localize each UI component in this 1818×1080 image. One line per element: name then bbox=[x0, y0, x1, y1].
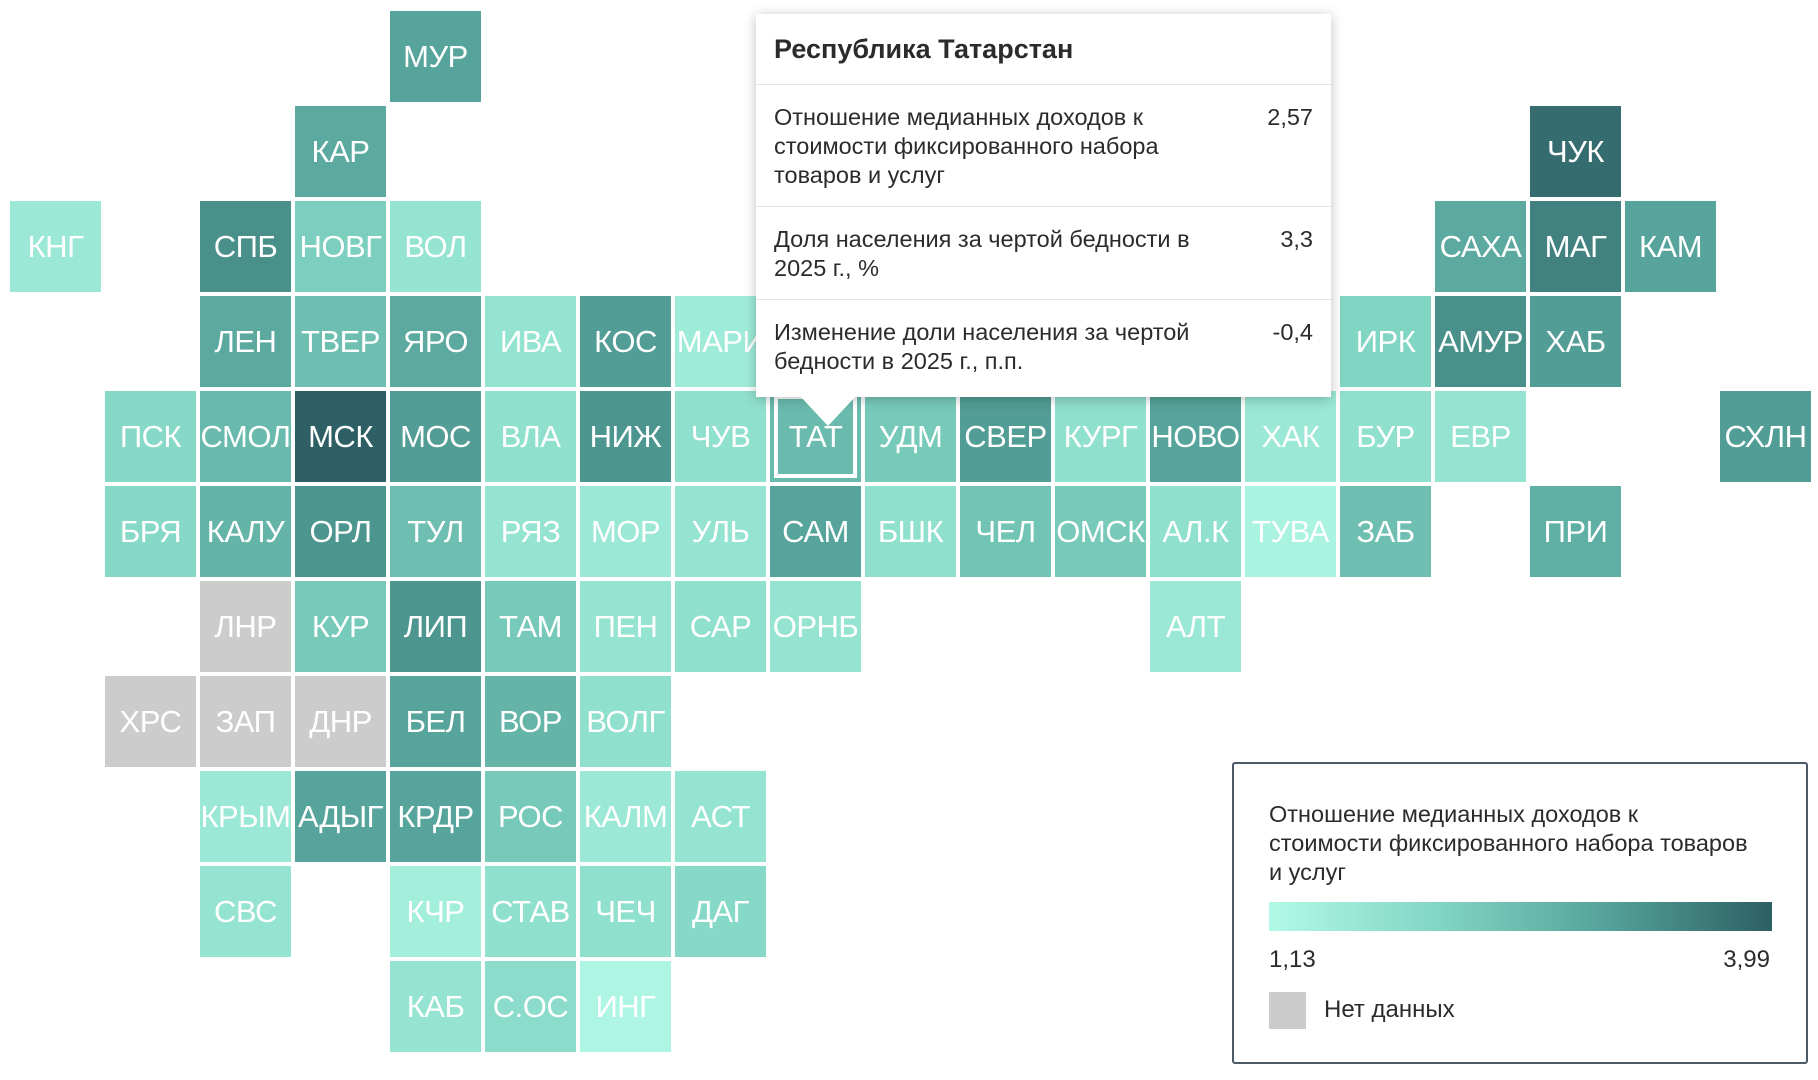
region-tile-ПРИ[interactable]: ПРИ bbox=[1530, 486, 1621, 577]
region-tile-ВОЛГ[interactable]: ВОЛГ bbox=[580, 676, 671, 767]
region-tile-УДМ[interactable]: УДМ bbox=[865, 391, 956, 482]
region-tile-ДНР[interactable]: ДНР bbox=[295, 676, 386, 767]
region-tile-ИВА[interactable]: ИВА bbox=[485, 296, 576, 387]
region-tile-ЛИП[interactable]: ЛИП bbox=[390, 581, 481, 672]
region-tile-САХА[interactable]: САХА bbox=[1435, 201, 1526, 292]
region-tile-МАГ[interactable]: МАГ bbox=[1530, 201, 1621, 292]
region-tile-ИРК[interactable]: ИРК bbox=[1340, 296, 1431, 387]
legend-title: Отношение медианных доходов к стоимости … bbox=[1269, 801, 1748, 885]
region-tile-ХАК[interactable]: ХАК bbox=[1245, 391, 1336, 482]
tooltip-row-income-ratio: Отношение медианных доходов к стоимости … bbox=[756, 85, 1331, 207]
region-tile-САМ[interactable]: САМ bbox=[770, 486, 861, 577]
legend-min-label: 1,13 bbox=[1269, 946, 1316, 973]
tooltip-row-label: Отношение медианных доходов к стоимости … bbox=[774, 104, 1159, 188]
region-tile-ЛЕН[interactable]: ЛЕН bbox=[200, 296, 291, 387]
region-tile-КАР[interactable]: КАР bbox=[295, 106, 386, 197]
region-tile-ТАМ[interactable]: ТАМ bbox=[485, 581, 576, 672]
region-tile-УЛЬ[interactable]: УЛЬ bbox=[675, 486, 766, 577]
region-tile-ТВЕР[interactable]: ТВЕР bbox=[295, 296, 386, 387]
region-tile-АМУР[interactable]: АМУР bbox=[1435, 296, 1526, 387]
region-tile-ДАГ[interactable]: ДАГ bbox=[675, 866, 766, 957]
region-tile-КОС[interactable]: КОС bbox=[580, 296, 671, 387]
region-tile-КАМ[interactable]: КАМ bbox=[1625, 201, 1716, 292]
region-tile-КРДР[interactable]: КРДР bbox=[390, 771, 481, 862]
region-tile-ВОЛ[interactable]: ВОЛ bbox=[390, 201, 481, 292]
region-tile-ХАБ[interactable]: ХАБ bbox=[1530, 296, 1621, 387]
region-tile-НОВО[interactable]: НОВО bbox=[1150, 391, 1241, 482]
tooltip-row-poverty-share: Доля населения за чертой бедности в 2025… bbox=[756, 207, 1331, 300]
region-tile-С.ОС[interactable]: С.ОС bbox=[485, 961, 576, 1052]
region-tile-АДЫГ[interactable]: АДЫГ bbox=[295, 771, 386, 862]
region-tile-БШК[interactable]: БШК bbox=[865, 486, 956, 577]
tooltip-row-value: 3,3 bbox=[1280, 226, 1313, 252]
region-tile-АЛТ[interactable]: АЛТ bbox=[1150, 581, 1241, 672]
region-tile-НИЖ[interactable]: НИЖ bbox=[580, 391, 671, 482]
region-tile-ПСК[interactable]: ПСК bbox=[105, 391, 196, 482]
region-tile-МУР[interactable]: МУР bbox=[390, 11, 481, 102]
region-tile-РЯЗ[interactable]: РЯЗ bbox=[485, 486, 576, 577]
region-tile-БУР[interactable]: БУР bbox=[1340, 391, 1431, 482]
region-tile-МОС[interactable]: МОС bbox=[390, 391, 481, 482]
region-tile-ЧУК[interactable]: ЧУК bbox=[1530, 106, 1621, 197]
legend-color-scale bbox=[1269, 902, 1772, 931]
legend-max-label: 3,99 bbox=[1723, 946, 1770, 973]
region-tile-СХЛН[interactable]: СХЛН bbox=[1720, 391, 1811, 482]
region-tile-МСК[interactable]: МСК bbox=[295, 391, 386, 482]
region-tile-ОМСК[interactable]: ОМСК bbox=[1055, 486, 1146, 577]
tooltip-row-label: Изменение доли населения за чертой бедно… bbox=[774, 319, 1190, 374]
region-tile-СПБ[interactable]: СПБ bbox=[200, 201, 291, 292]
region-tile-ЧУВ[interactable]: ЧУВ bbox=[675, 391, 766, 482]
region-tile-РОС[interactable]: РОС bbox=[485, 771, 576, 862]
region-tile-ЛНР[interactable]: ЛНР bbox=[200, 581, 291, 672]
region-tile-ОРЛ[interactable]: ОРЛ bbox=[295, 486, 386, 577]
region-tile-КАЛМ[interactable]: КАЛМ bbox=[580, 771, 671, 862]
region-tile-АЛ.К[interactable]: АЛ.К bbox=[1150, 486, 1241, 577]
region-tile-ЧЕЛ[interactable]: ЧЕЛ bbox=[960, 486, 1051, 577]
region-tile-КУРГ[interactable]: КУРГ bbox=[1055, 391, 1146, 482]
region-tile-БРЯ[interactable]: БРЯ bbox=[105, 486, 196, 577]
region-tile-СТАВ[interactable]: СТАВ bbox=[485, 866, 576, 957]
tooltip-title: Республика Татарстан bbox=[756, 14, 1331, 85]
tooltip-row-value: 2,57 bbox=[1267, 104, 1313, 130]
region-tile-КУР[interactable]: КУР bbox=[295, 581, 386, 672]
region-tile-ТУЛ[interactable]: ТУЛ bbox=[390, 486, 481, 577]
region-tile-КАЛУ[interactable]: КАЛУ bbox=[200, 486, 291, 577]
region-tile-ПЕН[interactable]: ПЕН bbox=[580, 581, 671, 672]
region-tile-КРЫМ[interactable]: КРЫМ bbox=[200, 771, 291, 862]
region-tile-МАРИ[interactable]: МАРИ bbox=[675, 296, 766, 387]
region-tooltip: Республика Татарстан Отношение медианных… bbox=[756, 14, 1331, 397]
legend-no-data-label: Нет данных bbox=[1324, 996, 1455, 1023]
tooltip-pointer bbox=[800, 396, 856, 426]
region-tile-ВОР[interactable]: ВОР bbox=[485, 676, 576, 767]
region-tile-СВЕР[interactable]: СВЕР bbox=[960, 391, 1051, 482]
region-tile-СВС[interactable]: СВС bbox=[200, 866, 291, 957]
region-tile-ЗАП[interactable]: ЗАП bbox=[200, 676, 291, 767]
region-tile-КАБ[interactable]: КАБ bbox=[390, 961, 481, 1052]
tooltip-row-poverty-change: Изменение доли населения за чертой бедно… bbox=[756, 300, 1331, 392]
region-tile-САР[interactable]: САР bbox=[675, 581, 766, 672]
region-tile-ОРНБ[interactable]: ОРНБ bbox=[770, 581, 861, 672]
region-tile-ХРС[interactable]: ХРС bbox=[105, 676, 196, 767]
region-tile-КЧР[interactable]: КЧР bbox=[390, 866, 481, 957]
region-tile-АСТ[interactable]: АСТ bbox=[675, 771, 766, 862]
region-tile-НОВГ[interactable]: НОВГ bbox=[295, 201, 386, 292]
region-tile-КНГ[interactable]: КНГ bbox=[10, 201, 101, 292]
tooltip-row-label: Доля населения за чертой бедности в 2025… bbox=[774, 226, 1190, 281]
region-tile-ИНГ[interactable]: ИНГ bbox=[580, 961, 671, 1052]
tooltip-row-value: -0,4 bbox=[1272, 319, 1314, 345]
legend: Отношение медианных доходов к стоимости … bbox=[1232, 762, 1808, 1064]
region-tile-БЕЛ[interactable]: БЕЛ bbox=[390, 676, 481, 767]
region-tile-ТУВА[interactable]: ТУВА bbox=[1245, 486, 1336, 577]
region-tile-ЗАБ[interactable]: ЗАБ bbox=[1340, 486, 1431, 577]
region-tile-ЕВР[interactable]: ЕВР bbox=[1435, 391, 1526, 482]
region-tile-МОР[interactable]: МОР bbox=[580, 486, 671, 577]
region-tile-ВЛА[interactable]: ВЛА bbox=[485, 391, 576, 482]
region-tile-СМОЛ[interactable]: СМОЛ bbox=[200, 391, 291, 482]
region-tile-ЧЕЧ[interactable]: ЧЕЧ bbox=[580, 866, 671, 957]
legend-no-data-swatch bbox=[1269, 992, 1306, 1029]
region-tile-ЯРО[interactable]: ЯРО bbox=[390, 296, 481, 387]
